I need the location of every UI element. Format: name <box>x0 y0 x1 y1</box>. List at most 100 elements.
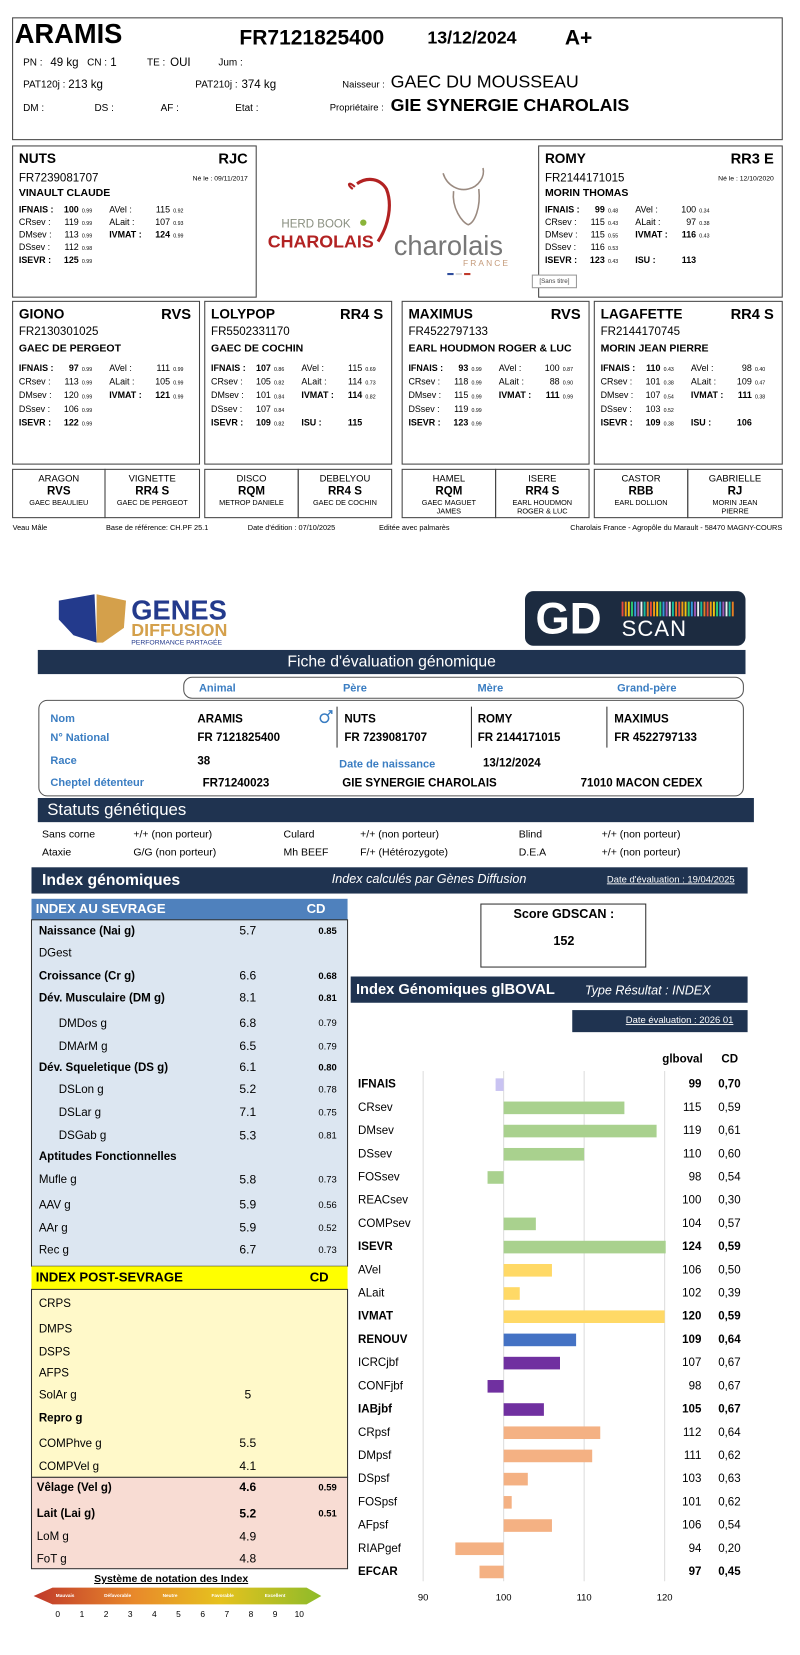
row-label: Aptitudes Fonctionnelles <box>39 1151 177 1163</box>
x-tick-label: 120 <box>657 1593 673 1604</box>
index-cd: 0.38 <box>699 221 709 227</box>
scale-level: Favorable <box>211 1593 234 1599</box>
category-label: CRpsf <box>358 1427 391 1439</box>
row-value: 5.8 <box>239 1172 256 1186</box>
ancestor-owner: PIERRE <box>721 506 748 515</box>
index-cd: 0.47 <box>755 381 765 387</box>
index-value: 103 <box>646 404 661 414</box>
section-bar <box>350 976 748 1003</box>
index-value: 123 <box>453 418 468 428</box>
value-label: 97 <box>689 1566 702 1578</box>
identity-value: FR 7121825400 <box>197 732 280 744</box>
category-label: CONFjbf <box>358 1380 404 1392</box>
value-label: 106 <box>682 1520 701 1532</box>
row-cd: 0.78 <box>318 1084 336 1095</box>
index-label: DSsev : <box>19 404 50 414</box>
score-label: Score GDSCAN : <box>513 907 614 921</box>
status-value: +/+ (non porteur) <box>602 829 681 841</box>
logo-barcode <box>624 601 627 617</box>
category-label: DMsev <box>358 1125 394 1137</box>
logo-barcode <box>731 601 734 617</box>
index-label: DSsev : <box>545 242 576 252</box>
index-value: 100 <box>681 204 696 214</box>
cd-label: 0,67 <box>718 1380 740 1392</box>
pedigree-id: FR4522797133 <box>408 326 488 338</box>
pedigree-born: Né le : 09/11/2017 <box>193 175 248 182</box>
scale-level: Excellent <box>265 1593 286 1599</box>
index-label: ISU : <box>301 418 321 428</box>
logo-barcode <box>703 601 706 617</box>
logo-barcode <box>687 601 690 617</box>
row-label: DGest <box>39 947 72 959</box>
index-label: IFNAIS : <box>408 363 443 373</box>
row-cd: 0.73 <box>318 1175 336 1186</box>
table-cd: CD <box>310 1269 329 1284</box>
row-label: Dév. Musculaire (DM g) <box>39 993 165 1005</box>
logo-curve <box>347 182 356 190</box>
index-label: AVel : <box>109 363 132 373</box>
status-label: Ataxie <box>42 846 71 858</box>
logo-barcode <box>694 601 696 617</box>
index-cd: 0.86 <box>274 367 284 373</box>
index-cd: 0.38 <box>755 394 765 400</box>
cd-label: 0,45 <box>718 1566 741 1578</box>
index-value: 119 <box>454 404 468 414</box>
scale-number: 5 <box>176 1609 181 1619</box>
category-label: RIAPgef <box>358 1543 402 1555</box>
identity-value: ARAMIS <box>197 713 243 725</box>
value-label: 111 <box>684 1450 702 1462</box>
index-cd: 0.43 <box>699 234 709 240</box>
index-cd: 0.99 <box>173 234 183 240</box>
index-label: IVMAT : <box>301 390 334 400</box>
index-value: 110 <box>646 363 660 373</box>
score-box <box>480 903 647 968</box>
row-value: 6.7 <box>239 1243 256 1257</box>
row-label: Rec g <box>39 1245 69 1257</box>
pedigree-grade: RR4 S <box>340 307 383 323</box>
x-tick-label: 90 <box>418 1593 429 1604</box>
index-label: DSsev : <box>601 404 632 414</box>
index-label: IFNAIS : <box>601 363 636 373</box>
row-value: 5.2 <box>239 1082 256 1096</box>
index-cd: 0.82 <box>274 381 284 387</box>
cd-label: 0,62 <box>718 1496 740 1508</box>
logo-barcode <box>656 601 659 617</box>
index-cd: 0.99 <box>82 259 92 265</box>
index-value: 105 <box>155 377 170 387</box>
category-label: IFNAIS <box>358 1079 396 1091</box>
index-label: IVMAT : <box>499 390 532 400</box>
logo-barcode <box>621 601 624 617</box>
pedigree-owner: MORIN THOMAS <box>545 187 628 199</box>
index-value: 106 <box>737 418 752 428</box>
index-cd: 0.99 <box>471 394 481 400</box>
identity-value: ROMY <box>478 713 513 725</box>
status-label: Culard <box>284 829 315 841</box>
bar <box>479 1565 504 1579</box>
footer-text: Charolais France - Agropôle du Marault -… <box>570 523 782 532</box>
identity-label: Race <box>50 755 76 767</box>
logo-barcode <box>672 601 674 617</box>
row-cd: 0.56 <box>318 1200 336 1211</box>
bar <box>503 1147 585 1161</box>
bar <box>503 1287 520 1300</box>
status-value: +/+ (non porteur) <box>133 829 212 841</box>
section-title: Index génomiques <box>42 872 180 889</box>
value-label: 105 <box>682 1404 702 1416</box>
logo-barcode <box>706 601 709 617</box>
index-label: DMsev : <box>19 390 52 400</box>
index-label: CRsev : <box>19 217 51 227</box>
tab-label: Mère <box>477 683 503 695</box>
index-label: IVMAT : <box>635 230 668 240</box>
cd-label: 0,67 <box>718 1357 740 1369</box>
index-label: AVel : <box>499 363 522 373</box>
index-cd: 0.69 <box>365 367 375 373</box>
value-label: 98 <box>689 1380 702 1392</box>
index-cd: 0.99 <box>173 394 183 400</box>
field-label: PN : <box>23 58 42 69</box>
row-value: 8.1 <box>239 991 256 1005</box>
index-label: AVel : <box>691 363 714 373</box>
table-header <box>31 898 348 920</box>
row-value: 5.2 <box>239 1506 256 1520</box>
animal-grade: A+ <box>565 26 592 49</box>
pedigree-id: FR2144170745 <box>601 326 681 338</box>
